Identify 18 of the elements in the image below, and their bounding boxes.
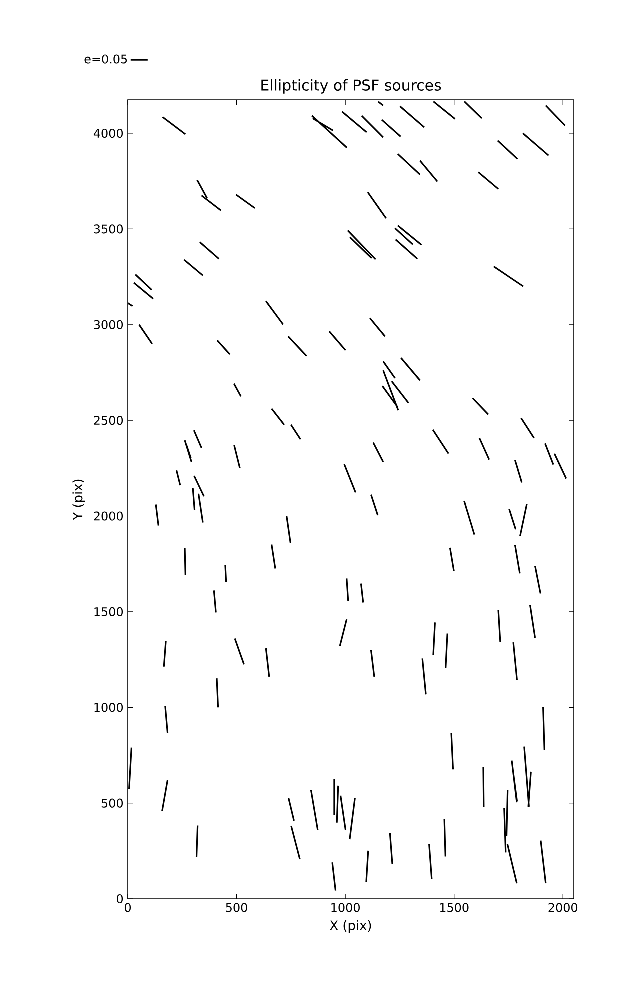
x-tick-label: 0: [124, 903, 132, 912]
y-tick-label: 1500: [94, 607, 124, 616]
x-axis-title: X (pix): [330, 920, 372, 933]
x-tick-label: 1000: [332, 903, 360, 912]
y-tick-label: 2000: [94, 512, 124, 521]
y-tick-label: 3500: [94, 224, 124, 234]
x-tick-label: 1500: [440, 903, 469, 912]
chart-title: Ellipticity of PSF sources: [262, 79, 442, 94]
y-tick-label: 4000: [94, 128, 124, 138]
legend-label: e=0.05: [84, 54, 128, 64]
x-tick-label: 500: [226, 903, 248, 912]
y-tick-label: 1000: [94, 703, 124, 712]
y-tick-label: 2500: [94, 416, 124, 426]
y-axis-title: Y (pix): [72, 480, 86, 520]
y-tick-label: 500: [102, 798, 124, 808]
x-tick-label: 2000: [548, 903, 578, 912]
y-tick-label: 3000: [94, 320, 124, 330]
y-tick-label: 0: [116, 894, 124, 904]
